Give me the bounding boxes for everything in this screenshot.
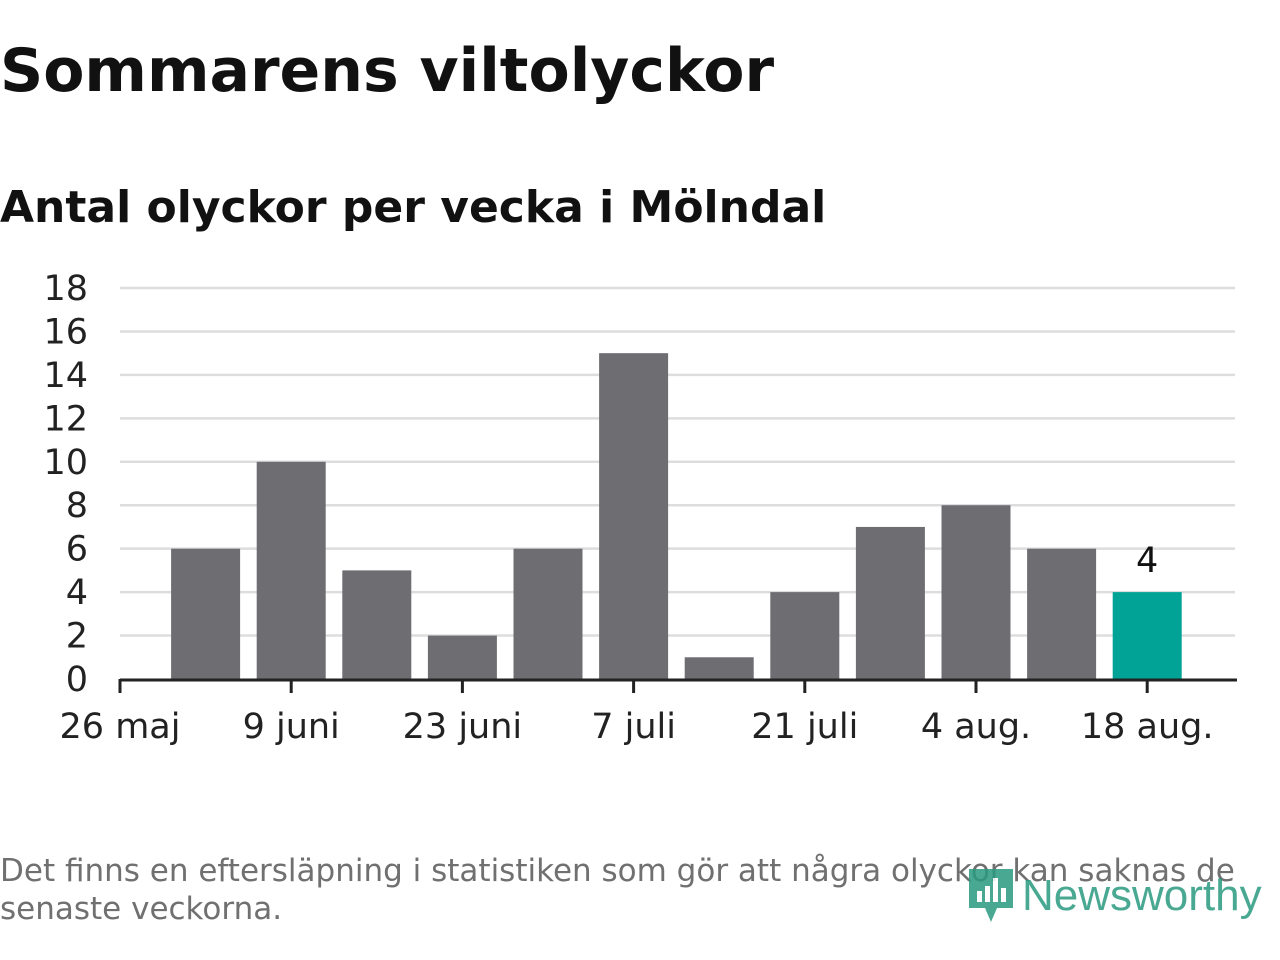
y-tick-label: 4 — [66, 573, 88, 613]
x-tick-label: 18 aug. — [1081, 707, 1214, 747]
y-tick-label: 6 — [66, 530, 88, 570]
footnote: Det finns en eftersläpning i statistiken… — [0, 853, 1235, 927]
bar — [1027, 548, 1097, 679]
brand-logo: Newsworthy — [966, 866, 1262, 926]
bar-labels: 4 — [1136, 541, 1158, 581]
x-tick-label: 4 aug. — [921, 707, 1031, 747]
bar — [855, 526, 925, 679]
bar — [599, 353, 669, 679]
y-tick-label: 2 — [66, 617, 88, 657]
y-tick-label: 0 — [66, 660, 88, 700]
x-tick-label: 21 juli — [751, 707, 858, 747]
bar — [941, 505, 1011, 679]
bar — [1112, 592, 1182, 679]
bar — [171, 548, 241, 679]
y-tick-label: 16 — [43, 312, 88, 352]
brand-name: Newsworthy — [1022, 871, 1262, 920]
bars — [171, 353, 1182, 679]
chart-subtitle: Antal olyckor per vecka i Mölndal — [0, 182, 827, 233]
x-tick-label: 26 maj — [60, 707, 181, 747]
bar-value-label: 4 — [1136, 541, 1158, 581]
bar — [684, 657, 754, 679]
bar — [256, 461, 326, 679]
bar — [513, 548, 583, 679]
y-tick-label: 10 — [43, 443, 88, 483]
x-tick-label: 23 juni — [403, 707, 522, 747]
bar — [427, 635, 497, 679]
bar — [770, 592, 840, 679]
chart-title: Sommarens viltolyckor — [0, 36, 775, 106]
y-tick-label: 18 — [43, 269, 88, 309]
y-tick-label: 8 — [66, 486, 88, 526]
x-tick-label: 7 juli — [591, 707, 676, 747]
bar-chart-pin-icon — [969, 869, 1013, 922]
bar — [342, 570, 412, 679]
y-tick-label: 14 — [43, 356, 88, 396]
x-axis: 26 maj 9 juni 23 juni 7 juli 21 juli 4 aug. 18… — [60, 678, 1237, 747]
y-tick-label: 12 — [43, 399, 88, 439]
x-tick-label: 9 juni — [243, 707, 340, 747]
